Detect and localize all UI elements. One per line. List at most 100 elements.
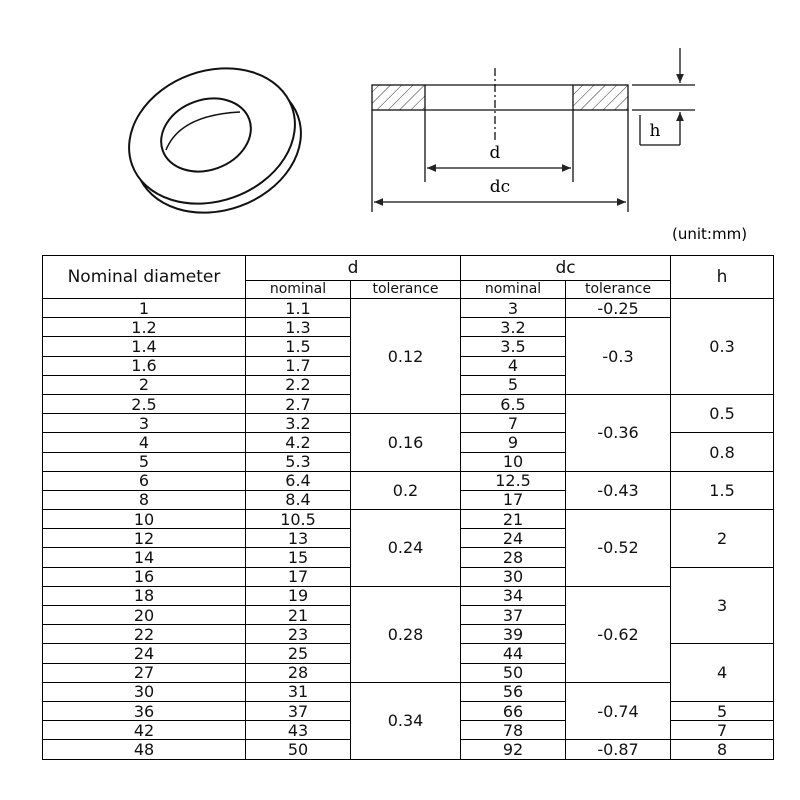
table-row: 2 2.2 5 <box>42 374 774 395</box>
table-cell: 14 <box>42 547 246 568</box>
table-cell: 4.2 <box>245 432 351 453</box>
table-row: 8 8.4 17 <box>42 489 774 511</box>
table-row: 1.6 1.7 4 <box>42 355 774 376</box>
table-cell: 3.5 <box>460 336 567 357</box>
header-cell: h <box>670 255 775 299</box>
table-cell: 16 <box>42 566 246 587</box>
table-cell: 9 <box>460 432 567 453</box>
table-cell: 24 <box>460 528 567 549</box>
table-cell: 2 <box>670 509 775 568</box>
table-cell: 1.4 <box>42 336 246 357</box>
table-cell: 5 <box>670 700 775 722</box>
table-cell: 4 <box>460 355 567 376</box>
table-cell: 10 <box>42 509 246 530</box>
table-cell: 12 <box>42 528 246 549</box>
table-cell: 5 <box>42 451 246 472</box>
table-cell: 1.1 <box>245 297 351 319</box>
table-cell: 34 <box>460 585 567 607</box>
header-cell: dc <box>460 255 672 281</box>
table-cell: 50 <box>245 739 351 760</box>
header-cell: tolerance <box>349 280 462 299</box>
table-cell: 37 <box>460 604 567 626</box>
table-row: 3 3.2 0.16 7 <box>42 413 774 472</box>
table-row: 10 10.5 0.24 21 -0.52 2 <box>42 509 775 587</box>
table-cell: 22 <box>42 624 246 645</box>
table-cell: -0.3 <box>565 317 672 395</box>
section-view <box>371 48 695 212</box>
table-cell: 4 <box>42 432 246 453</box>
table-cell: 0.5 <box>670 393 775 434</box>
table-row: 20 21 37 <box>42 604 774 626</box>
table-cell: 39 <box>460 624 567 645</box>
table-cell: 0.12 <box>349 297 462 415</box>
table-row: 30 31 0.34 56 -0.74 <box>42 681 774 760</box>
table-cell: -0.74 <box>565 681 672 741</box>
table-cell: 0.16 <box>349 413 462 472</box>
table-cell: 3.2 <box>460 317 567 338</box>
table-cell: 2.7 <box>245 393 351 415</box>
table-cell: 20 <box>42 604 246 626</box>
table-cell: 5.3 <box>245 451 351 472</box>
table-cell: 0.28 <box>349 585 462 683</box>
table-cell: 2.5 <box>42 393 246 415</box>
table-cell: 13 <box>245 528 351 549</box>
table-cell: 1 <box>42 297 246 319</box>
unit-note: (unit:mm) <box>672 225 748 243</box>
table-row: 1.2 1.3 3.2 -0.3 <box>42 317 774 395</box>
table-cell: 7 <box>460 413 567 434</box>
table-cell: 30 <box>460 566 567 587</box>
table-cell: 56 <box>460 681 567 702</box>
table-row: 2.5 2.7 6.5 -0.36 0.5 <box>42 393 775 472</box>
washer-3d <box>128 67 302 214</box>
table-row: 1 1.1 0.12 3 -0.25 0.3 <box>42 297 775 415</box>
table-cell: 21 <box>245 604 351 626</box>
table-cell: 6 <box>42 470 246 491</box>
table-row: 5 5.3 10 <box>42 451 774 472</box>
header-cell: nominal <box>460 280 567 299</box>
table-cell: 7 <box>670 720 775 741</box>
table-cell: 78 <box>460 720 567 741</box>
table-cell: 8 <box>42 489 246 511</box>
table-cell: 92 <box>460 739 567 760</box>
table-cell: 12.5 <box>460 470 567 491</box>
table-cell: 1.3 <box>245 317 351 338</box>
table-row: 48 50 92 -0.87 8 <box>42 739 775 760</box>
header-cell: tolerance <box>565 280 672 299</box>
table-cell: 4 <box>670 643 775 702</box>
table-cell: 23 <box>245 624 351 645</box>
h-label: h <box>650 121 661 141</box>
table-cell: 8 <box>670 739 775 760</box>
table-cell: -0.62 <box>565 585 672 683</box>
table-cell: 3 <box>42 413 246 434</box>
header-cell: d <box>244 255 462 281</box>
table-cell: 1.7 <box>245 355 351 376</box>
table-cell: 19 <box>245 585 351 607</box>
table-cell: 66 <box>460 700 567 722</box>
table-row: 4 4.2 9 0.8 <box>42 432 775 472</box>
table-cell: 0.3 <box>670 298 775 395</box>
table-cell: 31 <box>245 681 351 702</box>
table-cell: 36 <box>42 700 246 722</box>
table-cell: 21 <box>460 509 567 530</box>
table-row: 14 15 28 <box>42 547 774 568</box>
table-cell: 0.2 <box>349 470 462 511</box>
table-cell: 15 <box>245 547 351 568</box>
table-cell: 1.5 <box>670 470 775 511</box>
table-cell: 2.2 <box>245 374 351 395</box>
table-row: 18 19 0.28 34 -0.62 <box>42 585 774 683</box>
header-cell: Nominal diameter <box>42 255 246 299</box>
dc-label: dc <box>490 177 510 197</box>
table-cell: -0.87 <box>565 739 672 760</box>
table-cell: 0.34 <box>349 681 462 760</box>
washer-diagram: d dc h <box>128 48 695 214</box>
table-cell: -0.25 <box>565 297 672 319</box>
table-cell: 27 <box>42 662 246 683</box>
table-cell: 28 <box>245 662 351 683</box>
table-cell: 0.8 <box>670 432 775 472</box>
table-cell: 10 <box>460 451 567 472</box>
table-cell: 44 <box>460 643 567 664</box>
table-cell: 3.2 <box>245 413 351 434</box>
table-cell: 1.5 <box>245 336 351 357</box>
table-cell: 30 <box>42 681 246 702</box>
table-cell: 0.24 <box>349 509 462 587</box>
